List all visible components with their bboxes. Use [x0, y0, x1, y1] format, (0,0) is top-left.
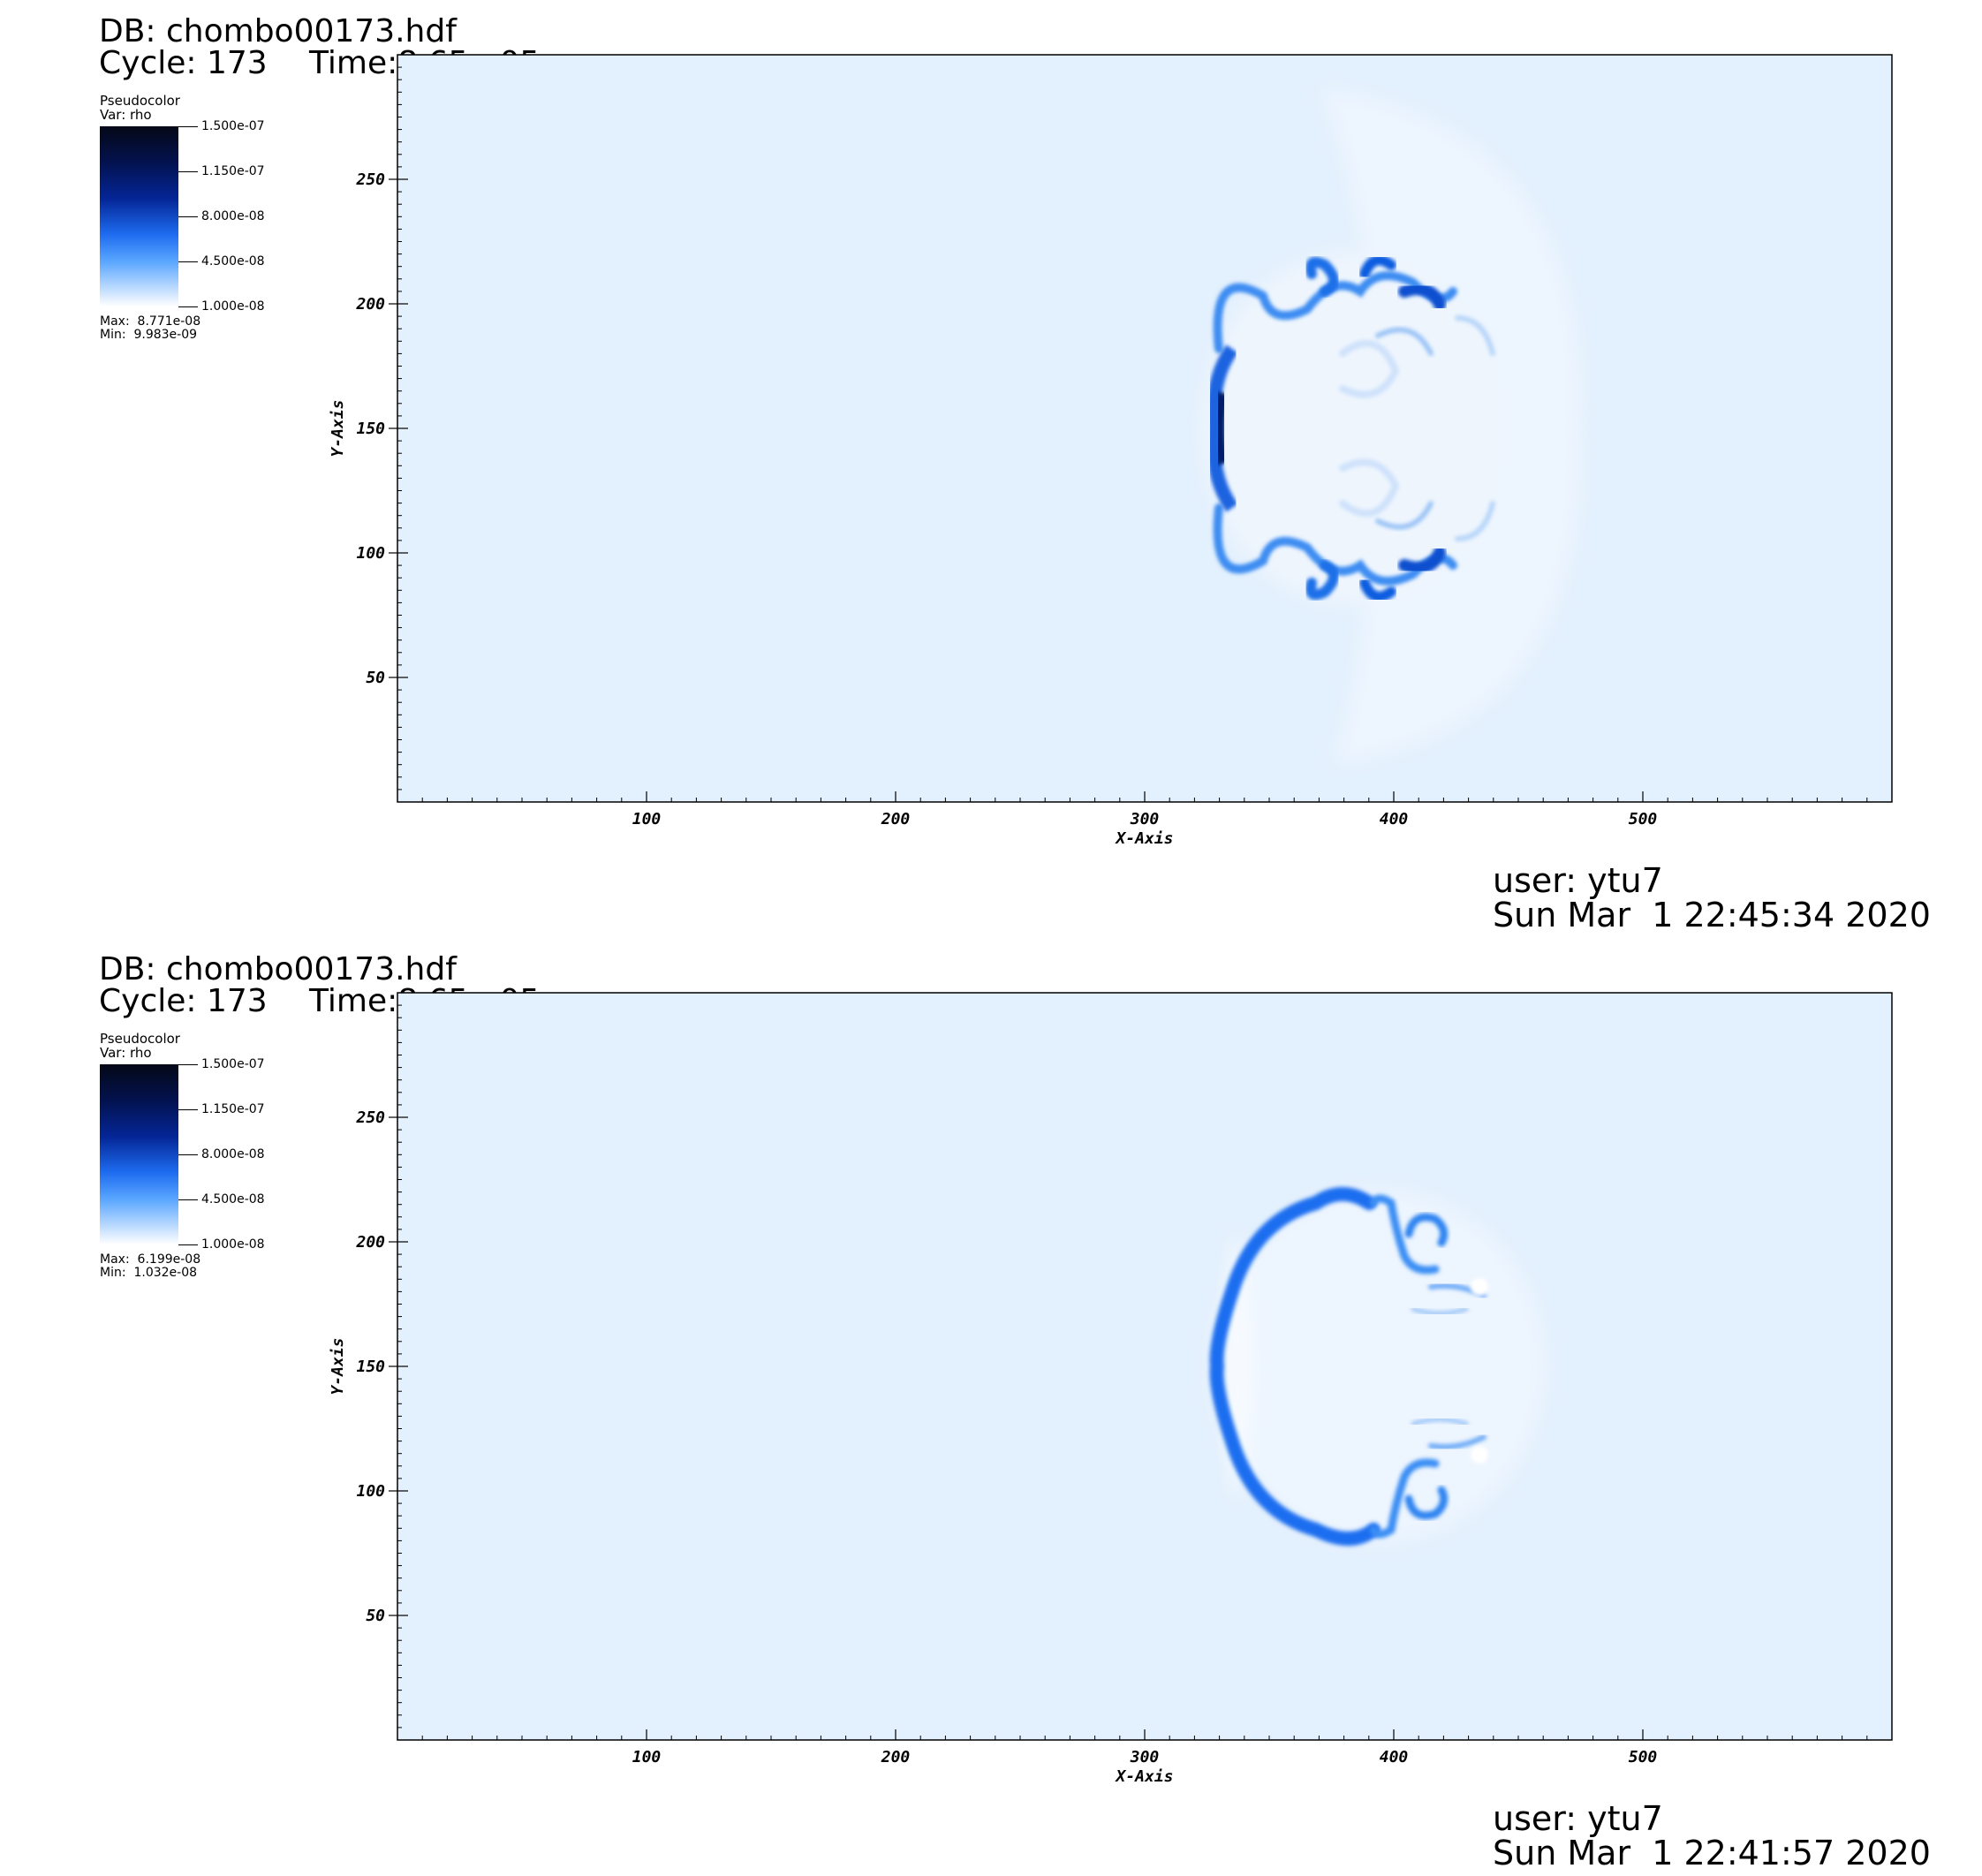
database-label: DB: chombo00173.hdf: [99, 13, 457, 49]
y-tick-label: 200: [355, 295, 385, 314]
plot-panel-2: DB: chombo00173.hdf Cycle: 173 Time:8.65…: [0, 938, 1982, 1876]
lower-vortex: [1213, 458, 1495, 602]
density-field: [1201, 88, 1582, 764]
y-tick-label: 100: [356, 1482, 385, 1501]
max-label: Max: 6.199e-08: [100, 1252, 201, 1267]
legend-title: Pseudocolor: [100, 1031, 180, 1047]
date-label: Sun Mar 1 22:41:57 2020: [1493, 1834, 1931, 1872]
colorbar-tick-label: 1.500e-07: [201, 119, 265, 133]
bow-front: [1209, 1187, 1381, 1546]
plot-panel-1: DB: chombo00173.hdf Cycle: 173 Time:8.65…: [99, 13, 1931, 934]
colorbar-tick-label: 8.000e-08: [201, 209, 265, 223]
x-tick-label: 500: [1629, 1748, 1658, 1766]
legend-title: Pseudocolor: [100, 93, 180, 109]
legend-variable: Var: rho: [100, 107, 152, 123]
user-label: user: ytu7: [1493, 1799, 1663, 1838]
y-tick-label: 200: [355, 1233, 385, 1252]
colorbar-tick-label: 1.150e-07: [201, 164, 265, 178]
x-tick-label: 500: [1629, 810, 1658, 828]
colorbar-tick: [178, 1154, 198, 1155]
colorbar: [100, 126, 178, 306]
colorbar: [100, 1064, 178, 1244]
max-label: Max: 8.771e-08: [100, 314, 201, 329]
x-tick-label: 100: [632, 810, 662, 828]
x-tick-label: 300: [1130, 810, 1160, 828]
axes: 100 200 300 400 500 50 100 150 200 250 X-Axis Y-Axi…: [329, 66, 1868, 848]
colorbar-tick-label: 1.000e-08: [201, 1237, 265, 1252]
x-tick-label: 100: [632, 1748, 662, 1766]
bubble-interior: [1201, 252, 1502, 605]
y-tick-label: 250: [355, 1108, 385, 1127]
colorbar-tick-label: 1.150e-07: [201, 1102, 265, 1116]
y-tick-label: 150: [356, 1358, 385, 1376]
min-label: Min: 1.032e-08: [100, 1266, 198, 1280]
upper-vortex: [1213, 254, 1495, 398]
colorbar-tick: [178, 261, 198, 262]
colorbar-tick: [178, 171, 198, 172]
colorbar-tick-label: 4.500e-08: [201, 254, 265, 269]
colorbar-tick: [178, 1064, 198, 1065]
y-axis-title: Y-Axis: [329, 399, 347, 457]
cycle-label: Cycle: 173: [99, 45, 268, 81]
density-field: [1209, 1187, 1546, 1546]
x-tick-label: 400: [1380, 1748, 1409, 1766]
colorbar-tick-label: 1.500e-07: [201, 1057, 265, 1071]
x-tick-label: 200: [881, 810, 911, 828]
axes: 100 200 300 400 500 50 100 150 200 250 X-Axis Y-Axi…: [329, 1004, 1868, 1786]
colorbar-tick: [178, 306, 198, 307]
colorbar-tick-label: 4.500e-08: [201, 1192, 265, 1207]
y-tick-label: 50: [366, 669, 385, 687]
x-tick-label: 400: [1380, 810, 1409, 828]
heatmap-plot: 100 200 300 400 500 50 100 150 200 250 X-Axis Y-Axi…: [329, 54, 1893, 848]
lower-vortex: [1369, 1417, 1488, 1539]
user-label: user: ytu7: [1493, 861, 1663, 900]
leading-edge-core: [1213, 391, 1229, 465]
x-axis-title: X-Axis: [1114, 829, 1173, 848]
y-axis-title: Y-Axis: [329, 1337, 347, 1395]
plot-background: [397, 993, 1892, 1740]
colorbar-tick: [178, 1244, 198, 1245]
x-axis-title: X-Axis: [1114, 1767, 1173, 1786]
colorbar-tick: [178, 1199, 198, 1200]
y-tick-label: 50: [366, 1607, 385, 1625]
x-tick-label: 300: [1130, 1748, 1160, 1766]
database-label: DB: chombo00173.hdf: [99, 951, 457, 987]
plot-background: [397, 55, 1892, 802]
upper-vortex: [1369, 1194, 1488, 1316]
min-label: Min: 9.983e-09: [100, 328, 198, 342]
date-label: Sun Mar 1 22:45:34 2020: [1493, 896, 1931, 934]
cycle-label: Cycle: 173: [99, 983, 268, 1019]
x-tick-label: 200: [881, 1748, 911, 1766]
y-tick-label: 250: [355, 170, 385, 189]
colorbar-tick-label: 1.000e-08: [201, 299, 265, 314]
y-tick-label: 100: [356, 544, 385, 563]
colorbar-tick: [178, 126, 198, 127]
colorbar-tick: [178, 1109, 198, 1110]
colorbar-tick-label: 8.000e-08: [201, 1147, 265, 1161]
colorbar-tick: [178, 216, 198, 217]
heatmap-plot: 100 200 300 400 500 50 100 150 200 250 X-Axis Y-Axi…: [329, 992, 1893, 1786]
y-tick-label: 150: [356, 420, 385, 438]
legend-variable: Var: rho: [100, 1045, 152, 1061]
